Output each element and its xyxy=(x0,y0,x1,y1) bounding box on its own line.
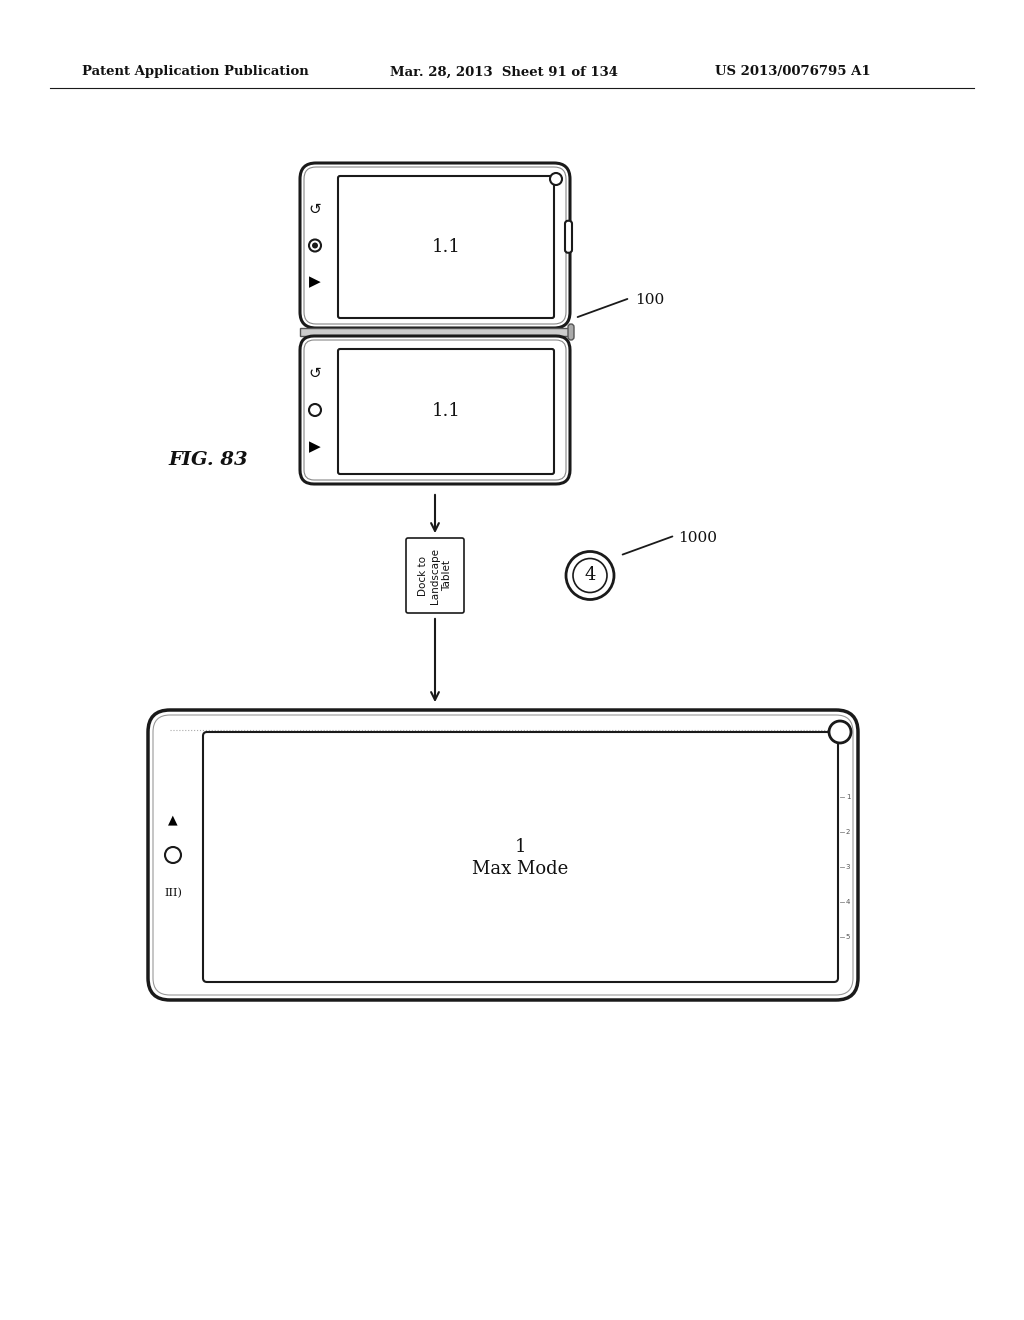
Text: 100: 100 xyxy=(635,293,665,308)
FancyBboxPatch shape xyxy=(300,337,570,484)
Text: ↺: ↺ xyxy=(308,202,322,216)
Text: Max Mode: Max Mode xyxy=(472,861,568,878)
Circle shape xyxy=(566,552,614,599)
Text: US 2013/0076795 A1: US 2013/0076795 A1 xyxy=(715,66,870,78)
Text: Patent Application Publication: Patent Application Publication xyxy=(82,66,309,78)
FancyBboxPatch shape xyxy=(300,162,570,327)
Circle shape xyxy=(312,243,318,248)
FancyBboxPatch shape xyxy=(406,539,464,612)
Text: 2: 2 xyxy=(846,829,850,836)
FancyBboxPatch shape xyxy=(148,710,858,1001)
Circle shape xyxy=(550,173,562,185)
Text: ↺: ↺ xyxy=(308,366,322,380)
FancyBboxPatch shape xyxy=(568,323,574,341)
Text: 1: 1 xyxy=(846,795,850,800)
Text: 1000: 1000 xyxy=(678,531,717,544)
Text: 1.1: 1.1 xyxy=(431,403,461,421)
Text: ▶: ▶ xyxy=(309,440,321,454)
Text: 4: 4 xyxy=(846,899,850,906)
Text: ▲: ▲ xyxy=(168,813,178,826)
Circle shape xyxy=(573,558,607,593)
Circle shape xyxy=(165,847,181,863)
Text: ▶: ▶ xyxy=(309,275,321,289)
Text: 3: 3 xyxy=(846,865,850,870)
FancyBboxPatch shape xyxy=(338,348,554,474)
FancyBboxPatch shape xyxy=(565,220,572,252)
Bar xyxy=(300,327,570,337)
FancyBboxPatch shape xyxy=(338,176,554,318)
FancyBboxPatch shape xyxy=(203,733,838,982)
Text: Mar. 28, 2013  Sheet 91 of 134: Mar. 28, 2013 Sheet 91 of 134 xyxy=(390,66,618,78)
Text: 4: 4 xyxy=(585,566,596,585)
Text: FIG. 83: FIG. 83 xyxy=(168,451,248,469)
Circle shape xyxy=(829,721,851,743)
Text: 1.1: 1.1 xyxy=(431,238,461,256)
Text: 1: 1 xyxy=(515,838,526,855)
Text: 5: 5 xyxy=(846,935,850,940)
Text: Dock to
Landscape
Tablet: Dock to Landscape Tablet xyxy=(419,548,452,603)
Text: III): III) xyxy=(164,888,182,898)
